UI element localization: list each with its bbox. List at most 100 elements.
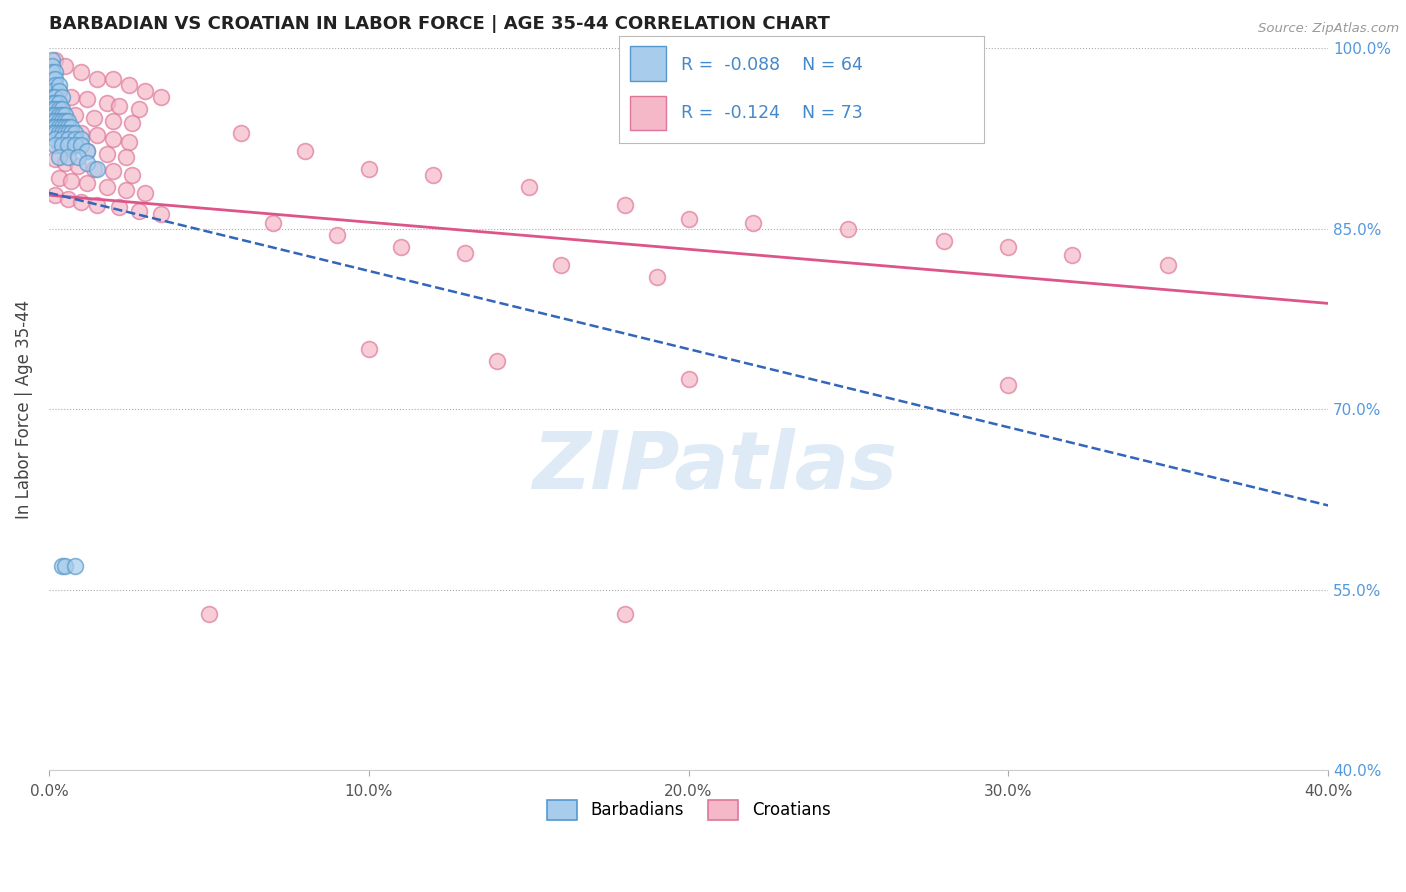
Point (678, 372, 700, 386)
Point (837, 222, 859, 236)
Point (121, 116, 143, 130)
Point (86, 198, 108, 212)
Point (51, 89, 73, 103)
Point (101, 131, 124, 145)
Point (44, 107, 66, 121)
Point (294, 144, 316, 158)
Point (44, 71, 66, 86)
Point (44, 120, 66, 134)
Point (96, 179, 118, 194)
Point (357, 161, 380, 176)
Point (41, 102, 63, 116)
Text: Source: ZipAtlas.com: Source: ZipAtlas.com (1258, 22, 1399, 36)
Point (41, 113, 63, 128)
Point (149, 89, 172, 103)
Point (41, 126, 63, 140)
Text: BARBADIAN VS CROATIAN IN LABOR FORCE | AGE 35-44 CORRELATION CHART: BARBADIAN VS CROATIAN IN LABOR FORCE | A… (49, 15, 830, 33)
Point (44, 95, 66, 110)
Point (56, 126, 79, 140)
Point (44, 137, 66, 152)
Point (53, 120, 76, 134)
Point (41, 120, 63, 134)
Point (56, 150, 79, 164)
Point (934, 234, 956, 248)
Point (997, 378, 1019, 392)
Point (60, 140, 83, 154)
Text: R =  -0.124    N = 73: R = -0.124 N = 73 (681, 103, 862, 121)
Point (108, 99, 131, 113)
Point (41, 60, 63, 74)
Point (741, 216, 763, 230)
Point (678, 212, 700, 227)
Point (149, 207, 172, 221)
Point (51, 120, 73, 134)
Point (613, 198, 636, 212)
Point (60, 89, 83, 103)
Point (53, 126, 76, 140)
Point (44, 113, 66, 128)
Point (44, 65, 66, 79)
Point (63, 107, 86, 121)
Point (44, 152, 66, 166)
Point (66, 159, 89, 173)
Point (70, 195, 93, 210)
Point (41, 107, 63, 121)
Point (76, 155, 98, 169)
Point (44, 126, 66, 140)
Point (51, 103, 73, 118)
Point (550, 258, 572, 272)
FancyBboxPatch shape (630, 95, 666, 130)
Point (44, 188, 66, 202)
Point (101, 113, 124, 128)
Point (613, 607, 636, 621)
Point (53, 113, 76, 128)
Point (66, 150, 89, 164)
Point (357, 342, 380, 356)
Point (51, 126, 73, 140)
Point (44, 78, 66, 92)
Point (83, 112, 105, 126)
Point (56, 131, 79, 145)
Point (48, 83, 70, 97)
Point (101, 164, 124, 178)
Point (44, 89, 66, 103)
Point (76, 144, 98, 158)
Point (48, 171, 70, 186)
Point (517, 179, 540, 194)
Point (60, 126, 83, 140)
Point (422, 168, 444, 182)
Point (56, 120, 79, 134)
Point (48, 78, 70, 92)
Point (70, 131, 93, 145)
Point (44, 102, 66, 116)
Point (86, 71, 108, 86)
Point (41, 83, 63, 97)
Point (229, 126, 252, 140)
Point (454, 246, 477, 260)
Point (44, 54, 66, 68)
Y-axis label: In Labor Force | Age 35-44: In Labor Force | Age 35-44 (15, 300, 32, 519)
Point (485, 354, 508, 368)
Point (121, 168, 143, 182)
Point (262, 216, 284, 230)
Point (83, 161, 105, 176)
Point (70, 137, 93, 152)
Point (41, 71, 63, 86)
Point (96, 95, 118, 110)
Point (134, 186, 156, 200)
FancyBboxPatch shape (630, 46, 666, 80)
Point (114, 183, 136, 197)
Point (86, 161, 108, 176)
Point (86, 128, 108, 142)
Point (48, 113, 70, 128)
Point (63, 126, 86, 140)
Point (76, 92, 98, 106)
Point (48, 126, 70, 140)
Point (51, 131, 73, 145)
Text: ZIPatlas: ZIPatlas (531, 428, 897, 506)
Point (645, 269, 668, 284)
Point (60, 174, 83, 188)
Point (48, 95, 70, 110)
Point (48, 150, 70, 164)
Legend: Barbadians, Croatians: Barbadians, Croatians (540, 793, 837, 827)
